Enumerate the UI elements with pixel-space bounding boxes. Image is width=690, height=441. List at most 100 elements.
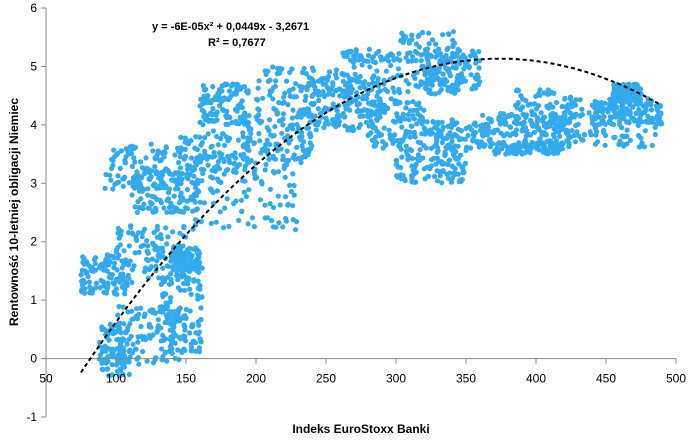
data-point <box>171 313 177 319</box>
data-point <box>274 71 280 77</box>
data-point <box>456 48 462 54</box>
data-point <box>311 83 317 89</box>
data-point <box>125 151 131 157</box>
data-point <box>388 96 394 102</box>
data-point <box>201 113 207 120</box>
data-point <box>533 122 540 128</box>
data-point <box>186 275 192 281</box>
data-point <box>516 140 522 146</box>
data-point <box>361 57 367 64</box>
data-point <box>84 260 90 266</box>
data-point <box>429 53 435 60</box>
data-point <box>148 141 154 147</box>
data-point <box>645 99 652 105</box>
data-point <box>170 229 176 235</box>
data-point <box>462 160 468 166</box>
data-point <box>163 144 169 150</box>
data-point <box>130 175 136 181</box>
data-point <box>450 43 456 50</box>
data-point <box>151 230 157 236</box>
data-point <box>144 358 150 364</box>
data-point <box>445 161 451 167</box>
data-point <box>540 115 546 121</box>
data-point <box>108 177 114 183</box>
data-point <box>637 118 643 124</box>
data-point <box>621 143 627 149</box>
data-point <box>120 304 126 310</box>
data-point <box>567 94 574 100</box>
data-point <box>158 170 164 176</box>
data-point <box>567 110 573 116</box>
data-point <box>569 128 575 134</box>
data-point <box>291 192 297 198</box>
data-point <box>275 65 281 71</box>
x-tick-label: 350 <box>456 372 476 386</box>
data-point <box>249 215 255 221</box>
data-point <box>527 101 534 107</box>
data-point <box>110 157 116 164</box>
data-point <box>140 229 146 235</box>
data-point <box>224 108 230 114</box>
data-point <box>167 299 173 305</box>
scatter-points <box>78 29 665 379</box>
data-point <box>608 121 615 127</box>
y-tick-label: -1 <box>26 410 37 424</box>
data-point <box>385 88 391 95</box>
data-point <box>108 275 114 281</box>
data-point <box>424 119 430 125</box>
data-point <box>550 120 557 126</box>
data-point <box>333 124 339 130</box>
data-point <box>170 339 176 345</box>
data-point <box>212 165 218 171</box>
data-point <box>642 128 648 134</box>
data-point <box>97 265 103 271</box>
data-point <box>102 185 108 191</box>
data-point <box>185 166 191 173</box>
data-point <box>164 315 170 321</box>
data-point <box>111 147 117 153</box>
data-point <box>643 107 649 113</box>
data-point <box>181 224 187 231</box>
data-point <box>292 156 298 162</box>
data-point <box>174 271 180 277</box>
data-point <box>244 145 250 152</box>
data-point <box>84 270 90 276</box>
data-point <box>204 156 210 162</box>
data-point <box>612 110 618 116</box>
data-point <box>439 56 445 62</box>
data-point <box>419 63 425 70</box>
data-point <box>230 81 236 87</box>
y-axis-ticks: -1 0 1 2 3 4 5 6 <box>26 1 46 424</box>
data-point <box>574 129 580 135</box>
data-point <box>227 159 233 166</box>
data-point <box>413 58 419 64</box>
data-point <box>262 202 268 208</box>
data-point <box>132 250 138 256</box>
data-point <box>178 134 184 140</box>
data-point <box>403 105 409 111</box>
data-point <box>192 159 198 165</box>
y-tick-label: 6 <box>30 1 37 15</box>
data-point <box>114 152 120 158</box>
data-point <box>122 291 128 297</box>
data-point <box>476 144 482 150</box>
data-point <box>300 147 306 153</box>
data-point <box>586 110 592 116</box>
data-point <box>160 248 166 255</box>
data-point <box>99 326 105 333</box>
data-point <box>557 133 563 139</box>
data-point <box>251 140 257 147</box>
data-point <box>208 100 214 106</box>
data-point <box>156 275 162 281</box>
data-point <box>201 86 208 92</box>
data-point <box>98 277 104 283</box>
data-point <box>218 179 224 185</box>
data-point <box>417 140 423 146</box>
data-point <box>138 159 144 165</box>
data-point <box>145 186 151 192</box>
data-point <box>201 109 207 115</box>
data-point <box>342 114 348 120</box>
data-point <box>316 97 322 104</box>
data-point <box>78 272 84 278</box>
data-point <box>171 193 177 199</box>
